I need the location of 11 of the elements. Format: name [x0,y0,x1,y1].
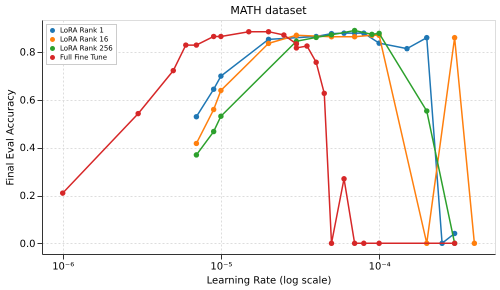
x-axis-title: Learning Rate (log scale) [206,276,332,286]
y-tick-label: 0.8 [20,48,36,59]
chart-title: MATH dataset [230,4,308,17]
y-tick-label: 0.6 [20,95,36,106]
y-tick-label: 0.4 [20,143,36,154]
y-tick-label: 0.0 [20,238,36,250]
x-tick-label: 10⁻⁴ [368,262,391,272]
y-tick-label: 0.2 [20,191,36,202]
x-tick-label: 10⁻⁶ [52,262,74,272]
x-tick-label: 10⁻⁵ [210,262,232,272]
y-axis-title: Final Eval Accuracy [6,89,17,186]
